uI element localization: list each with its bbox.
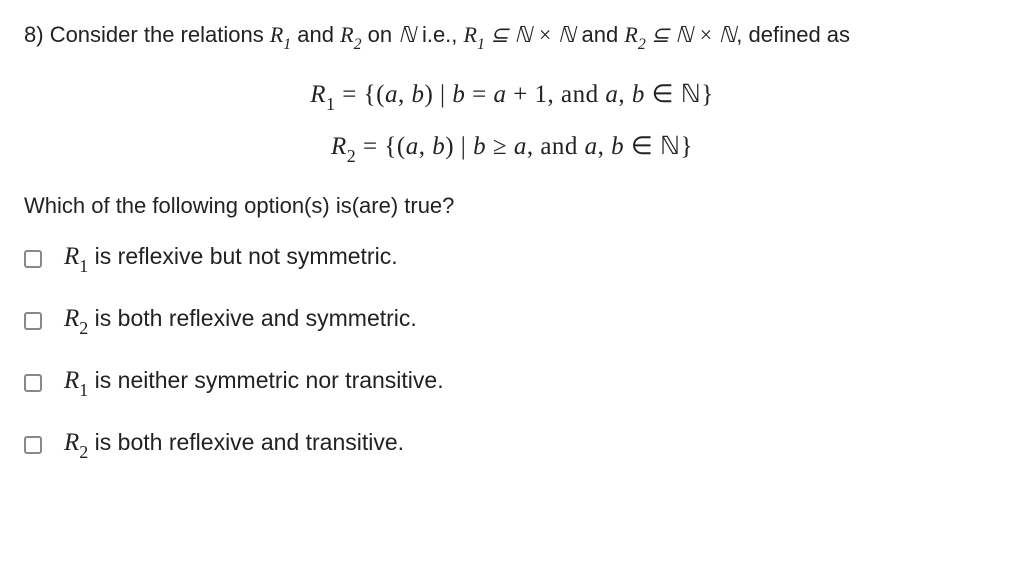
in-1: ∈ bbox=[645, 81, 681, 108]
nat-sym-1: ℕ bbox=[398, 22, 416, 47]
option-d[interactable]: R2 is both reflexive and transitive. bbox=[24, 429, 1000, 461]
r2-lhs: R bbox=[331, 133, 347, 160]
setmid-1: ) | bbox=[424, 81, 452, 108]
options-list: R1 is reflexive but not symmetric. R2 is… bbox=[24, 243, 1000, 461]
nat-3: ℕ bbox=[558, 22, 576, 47]
b-1c: b bbox=[632, 81, 645, 108]
b-1: b bbox=[411, 81, 424, 108]
setmid-2: ) | bbox=[445, 133, 473, 160]
a-2: a bbox=[406, 133, 419, 160]
intro-on: on bbox=[362, 22, 399, 47]
eq-2: = bbox=[356, 133, 384, 160]
r1-sym: R bbox=[270, 22, 283, 47]
b-2c: b bbox=[611, 133, 624, 160]
r1-lhs: R bbox=[310, 81, 326, 108]
checkbox-c[interactable] bbox=[24, 374, 42, 392]
opt-b-sub: 2 bbox=[79, 318, 88, 338]
option-b[interactable]: R2 is both reflexive and symmetric. bbox=[24, 305, 1000, 337]
nat-m2: ℕ bbox=[660, 133, 681, 160]
in-2: ∈ bbox=[624, 133, 660, 160]
b-2: b bbox=[432, 133, 445, 160]
eq-cond-1: = bbox=[465, 81, 493, 108]
a-1b: a bbox=[493, 81, 506, 108]
option-d-text: R2 is both reflexive and transitive. bbox=[64, 429, 404, 461]
r1b-sym: R bbox=[464, 22, 477, 47]
checkbox-a[interactable] bbox=[24, 250, 42, 268]
r1-lhs-sub: 1 bbox=[326, 94, 336, 114]
a-2b: a bbox=[514, 133, 527, 160]
opt-d-rest: is both reflexive and transitive. bbox=[88, 429, 404, 455]
setopen-1: {( bbox=[364, 81, 385, 108]
and-1: and bbox=[554, 81, 605, 108]
b-1b: b bbox=[452, 81, 465, 108]
intro-text-1: Consider the relations bbox=[50, 22, 270, 47]
checkbox-b[interactable] bbox=[24, 312, 42, 330]
subset-2: ⊆ bbox=[646, 22, 675, 47]
opt-a-R: R bbox=[64, 243, 79, 270]
opt-a-rest: is reflexive but not symmetric. bbox=[88, 243, 397, 269]
option-a[interactable]: R1 is reflexive but not symmetric. bbox=[24, 243, 1000, 275]
a-2c: a bbox=[585, 133, 598, 160]
opt-b-rest: is both reflexive and symmetric. bbox=[88, 305, 417, 331]
nat-5: ℕ bbox=[719, 22, 737, 47]
comma-2b: , bbox=[598, 133, 612, 160]
option-a-text: R1 is reflexive but not symmetric. bbox=[64, 243, 398, 275]
opt-b-R: R bbox=[64, 305, 79, 332]
opt-c-rest: is neither symmetric nor transitive. bbox=[88, 367, 443, 393]
r2-sym: R bbox=[340, 22, 353, 47]
setclose-2: } bbox=[680, 133, 693, 160]
a-1c: a bbox=[605, 81, 618, 108]
times-2: × bbox=[693, 22, 719, 47]
opt-a-sub: 1 bbox=[79, 256, 88, 276]
nat-m1: ℕ bbox=[681, 81, 702, 108]
subset-1: ⊆ bbox=[485, 22, 514, 47]
geq-2: ≥ bbox=[486, 133, 514, 160]
comma-2: , bbox=[419, 133, 433, 160]
and-word-1: and bbox=[575, 22, 624, 47]
nat-2: ℕ bbox=[514, 22, 532, 47]
setclose-1: } bbox=[701, 81, 714, 108]
comma-1b: , bbox=[618, 81, 632, 108]
b-2b: b bbox=[473, 133, 486, 160]
option-c-text: R1 is neither symmetric nor transitive. bbox=[64, 367, 444, 399]
r1-sub: 1 bbox=[283, 36, 291, 53]
math-line-r2: R2 = {(a, b) | b ≥ a, and a, b ∈ ℕ} bbox=[24, 131, 1000, 165]
math-definitions: R1 = {(a, b) | b = a + 1, and a, b ∈ ℕ} … bbox=[24, 79, 1000, 165]
r2-sub: 2 bbox=[354, 36, 362, 53]
opt-c-sub: 1 bbox=[79, 380, 88, 400]
checkbox-d[interactable] bbox=[24, 436, 42, 454]
math-line-r1: R1 = {(a, b) | b = a + 1, and a, b ∈ ℕ} bbox=[24, 79, 1000, 113]
ie-text: i.e., bbox=[416, 22, 464, 47]
r2b-sub: 2 bbox=[638, 36, 646, 53]
and-2: and bbox=[534, 133, 585, 160]
option-c[interactable]: R1 is neither symmetric nor transitive. bbox=[24, 367, 1000, 399]
opt-d-sub: 2 bbox=[79, 442, 88, 462]
opt-c-R: R bbox=[64, 367, 79, 394]
intro-and: and bbox=[291, 22, 340, 47]
r2b-sym: R bbox=[624, 22, 637, 47]
comma-1: , bbox=[398, 81, 412, 108]
question-intro: 8) Consider the relations R1 and R2 on ℕ… bbox=[24, 18, 1000, 55]
option-b-text: R2 is both reflexive and symmetric. bbox=[64, 305, 417, 337]
question-number: 8) bbox=[24, 22, 44, 47]
setopen-2: {( bbox=[384, 133, 405, 160]
times-1: × bbox=[532, 22, 558, 47]
plus1: + 1, bbox=[506, 81, 554, 108]
opt-d-R: R bbox=[64, 429, 79, 456]
question-prompt: Which of the following option(s) is(are)… bbox=[24, 193, 1000, 219]
r2-lhs-sub: 2 bbox=[347, 146, 357, 166]
defined-as: , defined as bbox=[736, 22, 850, 47]
nat-4: ℕ bbox=[675, 22, 693, 47]
a-1: a bbox=[385, 81, 398, 108]
r1b-sub: 1 bbox=[477, 36, 485, 53]
eq-1: = bbox=[336, 81, 364, 108]
